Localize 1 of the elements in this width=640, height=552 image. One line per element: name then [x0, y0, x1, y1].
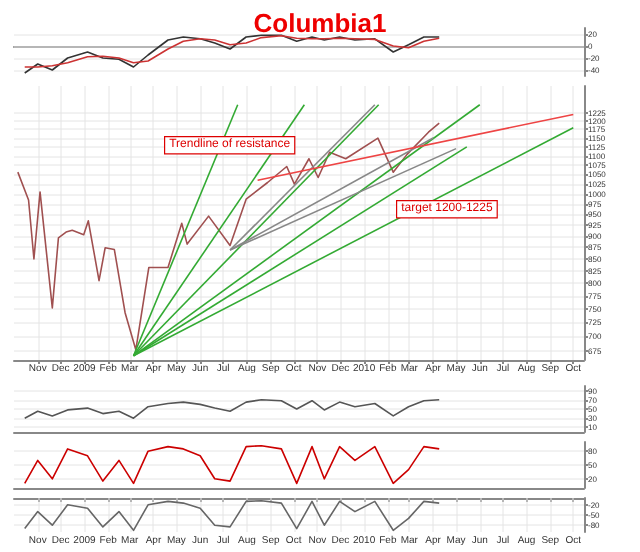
- chart-title: Columbia1: [253, 8, 387, 38]
